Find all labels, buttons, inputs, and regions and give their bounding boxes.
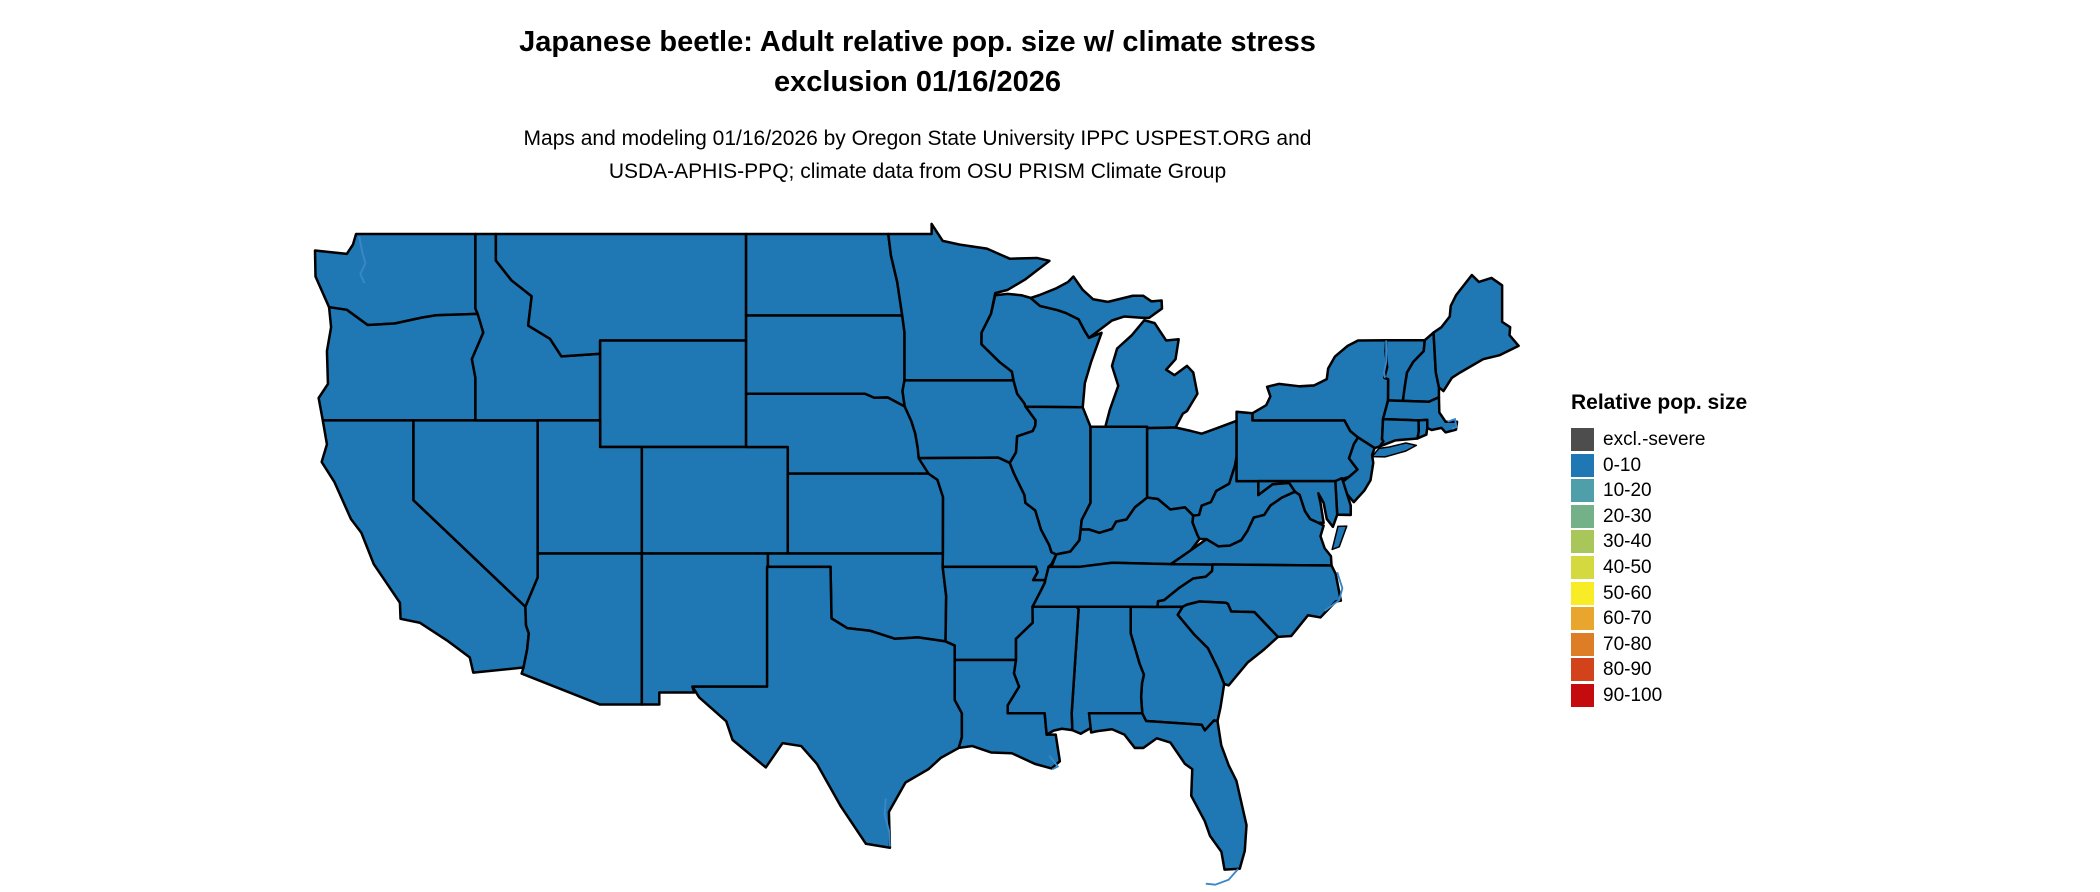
map-title: Japanese beetle: Adult relative pop. siz… — [0, 22, 1835, 102]
state-michigan-lower — [1104, 318, 1199, 430]
legend-swatch — [1571, 632, 1594, 656]
legend-item: 70-80 — [1571, 632, 1747, 656]
legend-swatch — [1571, 428, 1594, 451]
map-title-line2: exclusion 01/16/2026 — [774, 66, 1061, 98]
legend-label: 20-30 — [1603, 505, 1652, 527]
legend-item: 80-90 — [1571, 658, 1747, 682]
legend: Relative pop. size excl.-severe 0-10 10-20… — [1571, 391, 1747, 710]
legend-label: excl.-severe — [1603, 429, 1706, 450]
legend-item: 20-30 — [1571, 504, 1747, 528]
state-florida — [1087, 712, 1248, 871]
legend-swatch — [1571, 607, 1594, 631]
outer-banks-detail — [1324, 571, 1344, 612]
cape-cod-detail — [1447, 417, 1458, 430]
state-michigan-upper — [1029, 275, 1164, 340]
state-virginia — [1169, 490, 1333, 567]
legend-swatch — [1571, 658, 1594, 682]
state-new-mexico — [640, 552, 770, 706]
coastline-details-group — [358, 236, 1458, 886]
us-map — [313, 222, 1520, 886]
map-subtitle-line1: Maps and modeling 01/16/2026 by Oregon S… — [523, 127, 1312, 150]
state-north-dakota — [744, 232, 904, 317]
legend-label: 70-80 — [1603, 633, 1652, 655]
legend-label: 30-40 — [1603, 531, 1652, 553]
state-maine — [1432, 273, 1520, 393]
title-block: Japanese beetle: Adult relative pop. siz… — [0, 22, 1835, 188]
states-group — [313, 222, 1520, 871]
legend-title: Relative pop. size — [1571, 391, 1748, 414]
legend-label: 10-20 — [1603, 480, 1652, 502]
state-colorado — [640, 445, 790, 555]
state-delmarva-virginia — [1331, 525, 1348, 551]
map-subtitle-line2: USDA-APHIS-PPQ; climate data from OSU PR… — [608, 160, 1227, 183]
legend-item: 50-60 — [1571, 581, 1747, 605]
texas-barrier-detail — [883, 798, 891, 847]
state-long-island — [1371, 442, 1418, 458]
legend-item: 90-100 — [1571, 683, 1747, 707]
mississippi-delta-detail — [1048, 755, 1060, 771]
state-oregon — [317, 305, 485, 422]
legend-item: 0-10 — [1571, 453, 1747, 477]
state-arizona — [520, 552, 644, 706]
legend-swatch — [1571, 453, 1594, 477]
legend-label: 60-70 — [1603, 608, 1652, 630]
legend-swatch — [1571, 581, 1594, 605]
legend-label: 50-60 — [1603, 582, 1652, 604]
legend-swatch — [1571, 479, 1594, 503]
legend-label: 90-100 — [1603, 684, 1663, 706]
legend-label: 0-10 — [1603, 454, 1642, 476]
state-texas — [691, 565, 964, 850]
puget-sound-detail — [358, 236, 367, 284]
legend-item: excl.-severe — [1571, 428, 1747, 451]
legend-item: 10-20 — [1571, 479, 1747, 503]
state-mississippi — [1006, 605, 1080, 736]
map-title-line1: Japanese beetle: Adult relative pop. siz… — [519, 26, 1316, 58]
state-kansas — [786, 472, 945, 555]
legend-swatch — [1571, 683, 1594, 707]
state-connecticut — [1378, 417, 1420, 448]
legend-swatch — [1571, 555, 1594, 579]
state-wyoming — [598, 339, 748, 449]
map-subtitle: Maps and modeling 01/16/2026 by Oregon S… — [0, 122, 1835, 188]
legend-swatch — [1571, 530, 1594, 554]
legend-items: excl.-severe 0-10 10-20 20-30 30-40 40-50 50-6… — [1571, 428, 1747, 707]
legend-item: 60-70 — [1571, 607, 1747, 631]
legend-swatch — [1571, 504, 1594, 528]
legend-item: 30-40 — [1571, 530, 1747, 554]
legend-label: 80-90 — [1603, 659, 1652, 681]
legend-label: 40-50 — [1603, 556, 1652, 578]
legend-item: 40-50 — [1571, 555, 1747, 579]
lake-champlain-detail — [1383, 340, 1388, 378]
state-pennsylvania — [1235, 410, 1360, 483]
florida-keys-detail — [1205, 868, 1239, 886]
